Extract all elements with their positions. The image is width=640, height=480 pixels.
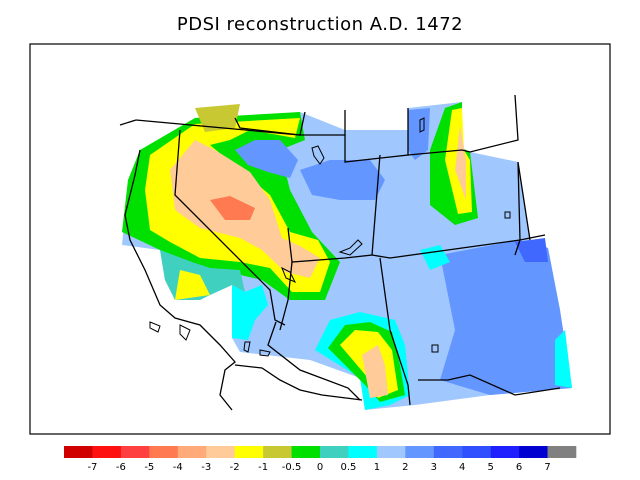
colorbar-swatch	[519, 446, 548, 458]
colorbar-tick-label: -2	[230, 462, 240, 473]
colorbar-tick-label: -3	[201, 462, 211, 473]
map-title: PDSI reconstruction A.D. 1472	[176, 14, 464, 35]
colorbar-swatch	[64, 446, 93, 458]
colorbar-swatch	[433, 446, 463, 458]
lakes	[149, 117, 511, 357]
colorbar-tick-label: 1	[374, 462, 380, 473]
colorbar-tick-label: -6	[116, 462, 126, 473]
colorbar-swatch	[120, 446, 150, 458]
colorbar-swatch	[320, 446, 349, 458]
pdsi-field	[122, 102, 572, 410]
colorbar-swatch	[405, 446, 435, 458]
colorbar-swatch	[206, 446, 235, 458]
colorbar-swatch	[92, 446, 122, 458]
colorbar-tick-label: 4	[459, 462, 465, 473]
colorbar-swatch	[177, 446, 207, 458]
colorbar-tick-label: 2	[402, 462, 408, 473]
colorbar-tick-label: 0.5	[340, 462, 356, 473]
colorbar-swatch	[490, 446, 520, 458]
colorbar-tick-label: -4	[173, 462, 183, 473]
colorbar-tick-label: 7	[544, 462, 550, 473]
colorbar-swatch	[149, 446, 179, 458]
boundaries	[119, 94, 561, 411]
colorbar-tick-label: -0.5	[282, 462, 302, 473]
colorbar-tick-label: -5	[144, 462, 154, 473]
colorbar-swatch	[348, 446, 378, 458]
colorbar-swatch	[291, 446, 321, 458]
colorbar: -7 -6 -5 -4 -3 -2 -1 -0.5 0 0.5 1 2 3 4 5 6 7	[64, 446, 577, 473]
colorbar-swatch	[547, 446, 577, 458]
colorbar-swatch	[376, 446, 406, 458]
colorbar-tick-label: 6	[516, 462, 522, 473]
colorbar-swatch	[462, 446, 491, 458]
colorbar-swatch	[234, 446, 264, 458]
colorbar-tick-label: 3	[431, 462, 437, 473]
colorbar-tick-label: 0	[317, 462, 323, 473]
colorbar-tick-label: -1	[258, 462, 268, 473]
colorbar-tick-label: 5	[487, 462, 493, 473]
colorbar-tick-label: -7	[87, 462, 97, 473]
colorbar-swatch	[263, 446, 292, 458]
